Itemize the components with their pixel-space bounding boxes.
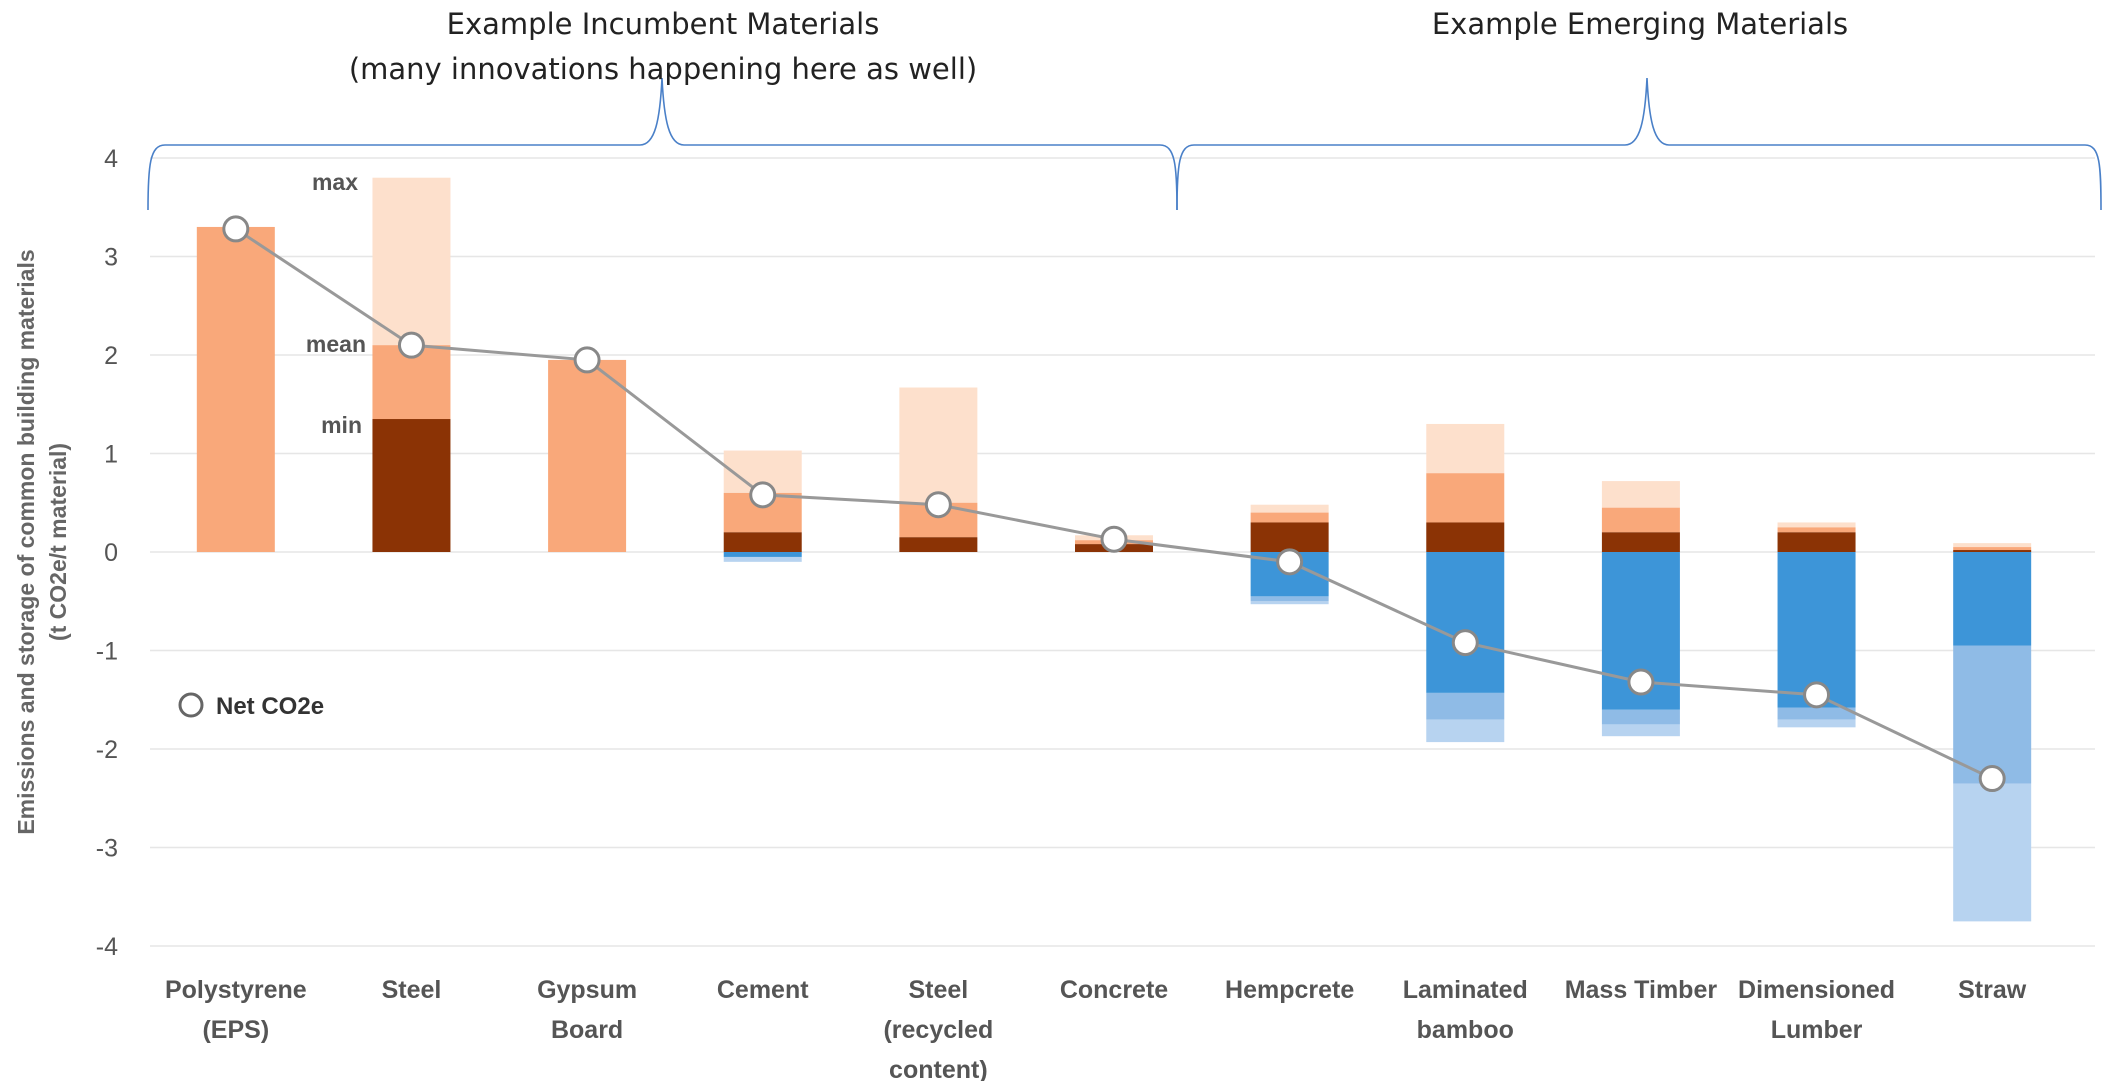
- category-label: Cement: [717, 976, 809, 1004]
- bar-emission-max: [372, 177, 451, 346]
- bar-emission-max: [899, 387, 978, 503]
- category-label: content): [889, 1056, 988, 1081]
- category-label: Hempcrete: [1225, 976, 1354, 1004]
- bar-storage-light: [1426, 719, 1505, 743]
- bar-emission-mean: [1777, 527, 1856, 533]
- bar-emission-max: [1601, 481, 1680, 508]
- category-label: Steel: [908, 976, 968, 1004]
- bar-storage-mid: [1601, 709, 1680, 725]
- bar-emission-min: [899, 537, 978, 552]
- net-point: [749, 481, 777, 509]
- bar-storage-mid: [1953, 645, 2032, 784]
- net-points: [222, 215, 2006, 793]
- bar-storage-main: [1953, 552, 2032, 646]
- category-label: Gypsum: [537, 976, 637, 1004]
- category-label: Mass Timber: [1565, 976, 1718, 1004]
- bar-storage-light: [723, 556, 802, 562]
- bar-emission-min: [1426, 522, 1505, 552]
- annotation-mean: mean: [306, 331, 366, 357]
- bar-emission-max: [1777, 522, 1856, 528]
- bars: [196, 177, 2032, 922]
- y-tick-label: 4: [104, 145, 118, 173]
- bar-emission-min: [548, 359, 627, 552]
- bar-emission-min: [372, 419, 451, 552]
- bar-storage-light: [1953, 783, 2032, 922]
- bracket-incumbent: [147, 77, 1178, 211]
- category-label: Steel: [382, 976, 442, 1004]
- bar-emission-mean: [1250, 512, 1329, 523]
- category-label: Dimensioned: [1738, 976, 1895, 1004]
- net-point: [924, 491, 952, 519]
- y-axis-title-line2: (t CO2e/t material): [45, 443, 71, 641]
- net-point: [1978, 765, 2006, 793]
- bar-emission-mean: [1953, 547, 2032, 551]
- annotation-max: max: [312, 169, 358, 195]
- net-line-path: [234, 227, 1993, 780]
- category-labels: Polystyrene (EPS) Steel Gypsum Board Cement St…: [165, 976, 2027, 1081]
- net-point: [1803, 681, 1831, 709]
- bar-emission-min: [1601, 532, 1680, 552]
- bar-emission-max: [1953, 543, 2032, 548]
- category-label: Straw: [1958, 976, 2027, 1004]
- category-label: (recycled: [883, 1016, 993, 1044]
- incumbent-title-line2: (many innovations happening here as well…: [349, 52, 977, 86]
- category-label: Lumber: [1771, 1016, 1863, 1044]
- bar-storage-light: [1777, 719, 1856, 728]
- y-tick-label: -3: [96, 835, 118, 863]
- y-tick-label: -1: [96, 638, 118, 666]
- y-tick-label: -4: [96, 933, 118, 961]
- bar-storage-mid: [1250, 596, 1329, 602]
- bar-emission-min: [1953, 550, 2032, 552]
- category-label: Polystyrene: [165, 976, 307, 1004]
- annotation-min: min: [321, 412, 362, 438]
- y-tick-label: 1: [104, 441, 118, 469]
- net-point: [1100, 525, 1128, 553]
- net-point: [397, 331, 425, 359]
- net-point: [1627, 668, 1655, 696]
- bar-storage-main: [1426, 552, 1505, 693]
- bracket-emerging: [1176, 77, 2102, 211]
- bar-storage-light: [1250, 601, 1329, 605]
- bar-emission-min: [196, 226, 275, 552]
- category-label: (EPS): [202, 1016, 269, 1044]
- legend-label: Net CO2e: [216, 693, 324, 720]
- y-axis-title-line1: Emissions and storage of common building…: [13, 249, 39, 834]
- y-tick-labels: 4 3 2 1 0 -1 -2 -3 -4: [96, 145, 118, 961]
- bar-emission-max: [1426, 423, 1505, 474]
- bar-emission-min: [1250, 522, 1329, 552]
- y-tick-label: 3: [104, 244, 118, 272]
- category-label: Concrete: [1060, 976, 1168, 1004]
- net-point: [573, 346, 601, 374]
- y-tick-label: 2: [104, 342, 118, 370]
- bar-emission-max: [1250, 504, 1329, 513]
- bar-storage-mid: [1426, 692, 1505, 720]
- net-line: [234, 227, 1993, 780]
- emerging-title: Example Emerging Materials: [1432, 7, 1848, 41]
- bar-storage-main: [723, 552, 802, 557]
- bar-emission-min: [723, 532, 802, 552]
- bar-emission-min: [1777, 532, 1856, 552]
- bar-emission-mean: [1426, 473, 1505, 523]
- bar-storage-mid: [1777, 707, 1856, 720]
- bar-emission-mean: [1601, 507, 1680, 533]
- legend-marker: [178, 692, 204, 718]
- net-point: [1451, 629, 1479, 657]
- incumbent-title-line1: Example Incumbent Materials: [447, 7, 880, 41]
- y-tick-label: 0: [104, 539, 118, 567]
- net-point: [222, 215, 250, 243]
- category-label: Laminated: [1403, 976, 1528, 1004]
- bar-storage-light: [1601, 724, 1680, 737]
- y-tick-label: -2: [96, 736, 118, 764]
- net-point: [1276, 548, 1304, 576]
- category-label: bamboo: [1417, 1016, 1514, 1044]
- category-label: Board: [551, 1016, 623, 1044]
